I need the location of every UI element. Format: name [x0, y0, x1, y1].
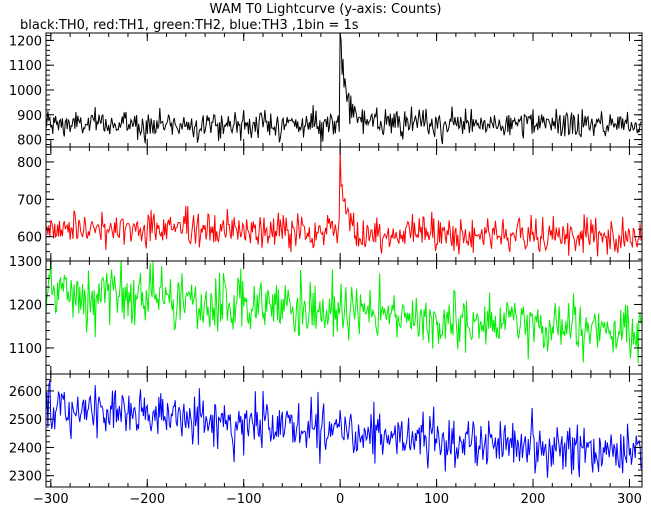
y-tick-label: 800 [17, 156, 42, 171]
y-tick-label: 2300 [9, 470, 42, 485]
x-tick-label: −100 [226, 492, 262, 505]
panel-th3: 2300 2400 2500 2600 [9, 373, 643, 488]
y-tick-label: 800 [17, 134, 42, 149]
y-tick-label: 600 [17, 231, 42, 246]
y-tick-label: 2400 [9, 441, 42, 456]
panel-th1: 600 700 800 [17, 146, 643, 262]
x-tick-label: 300 [617, 492, 642, 505]
y-tick-label: 1200 [9, 34, 42, 49]
y-tick-label: 1000 [9, 84, 42, 99]
series-line-th0 [46, 33, 642, 145]
series-line-th2 [46, 261, 642, 364]
panel-frame [45, 146, 643, 262]
y-tick-label: 1100 [9, 342, 42, 357]
series-line-th3 [46, 380, 642, 478]
y-tick-label: 1100 [9, 59, 42, 74]
y-tick-label: 700 [17, 193, 42, 208]
x-tick-label: 200 [521, 492, 546, 505]
x-tick-label: −200 [129, 492, 165, 505]
y-tick-label: 1200 [9, 298, 42, 313]
y-tick-label: 900 [17, 109, 42, 124]
series-line-th1 [46, 148, 642, 257]
y-tick-label: 1300 [9, 255, 42, 270]
x-tick-label: 0 [336, 492, 344, 505]
panel-th2: 1100 1200 1300 [9, 255, 643, 375]
panel-th0: 800 900 1000 1100 1200 [9, 32, 643, 149]
chart-title: WAM T0 Lightcurve (y-axis: Counts) [209, 2, 442, 17]
y-tick-label: 2600 [9, 385, 42, 400]
x-tick-label: −300 [33, 492, 69, 505]
x-tick-label: 100 [424, 492, 449, 505]
panel-frame [45, 32, 643, 148]
chart-subtitle: black:TH0, red:TH1, green:TH2, blue:TH3 … [20, 18, 359, 33]
y-tick-label: 2500 [9, 413, 42, 428]
